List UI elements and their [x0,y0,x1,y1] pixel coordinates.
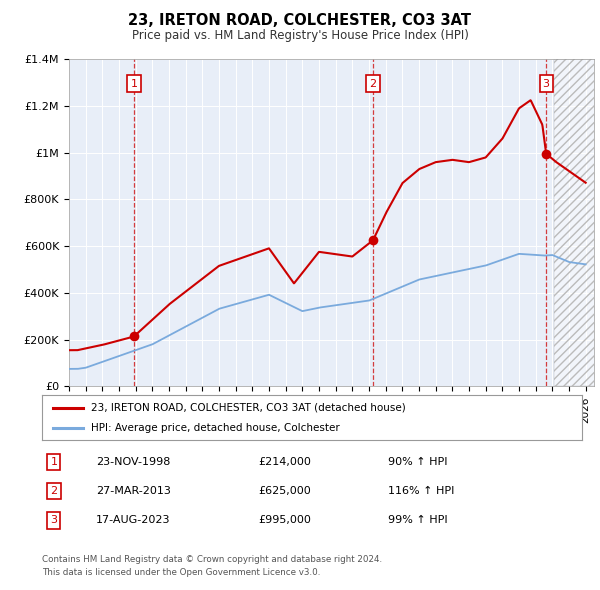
Text: 1: 1 [50,457,58,467]
Text: 23-NOV-1998: 23-NOV-1998 [96,457,170,467]
Text: 99% ↑ HPI: 99% ↑ HPI [388,516,447,526]
Text: 17-AUG-2023: 17-AUG-2023 [96,516,170,526]
Text: 2: 2 [370,78,377,88]
Text: Price paid vs. HM Land Registry's House Price Index (HPI): Price paid vs. HM Land Registry's House … [131,30,469,42]
Text: This data is licensed under the Open Government Licence v3.0.: This data is licensed under the Open Gov… [42,568,320,576]
Text: 23, IRETON ROAD, COLCHESTER, CO3 3AT (detached house): 23, IRETON ROAD, COLCHESTER, CO3 3AT (de… [91,403,406,412]
Text: 90% ↑ HPI: 90% ↑ HPI [388,457,447,467]
Text: £214,000: £214,000 [258,457,311,467]
Text: 2: 2 [50,486,58,496]
Text: £995,000: £995,000 [258,516,311,526]
Text: 27-MAR-2013: 27-MAR-2013 [96,486,171,496]
Bar [554,59,599,386]
Text: Contains HM Land Registry data © Crown copyright and database right 2024.: Contains HM Land Registry data © Crown c… [42,555,382,563]
Text: £625,000: £625,000 [258,486,311,496]
Text: 1: 1 [131,78,137,88]
Text: 23, IRETON ROAD, COLCHESTER, CO3 3AT: 23, IRETON ROAD, COLCHESTER, CO3 3AT [128,13,472,28]
Text: 116% ↑ HPI: 116% ↑ HPI [388,486,454,496]
Bar [554,59,599,386]
Text: 3: 3 [50,516,58,526]
Text: 3: 3 [542,78,550,88]
Text: HPI: Average price, detached house, Colchester: HPI: Average price, detached house, Colc… [91,424,340,434]
